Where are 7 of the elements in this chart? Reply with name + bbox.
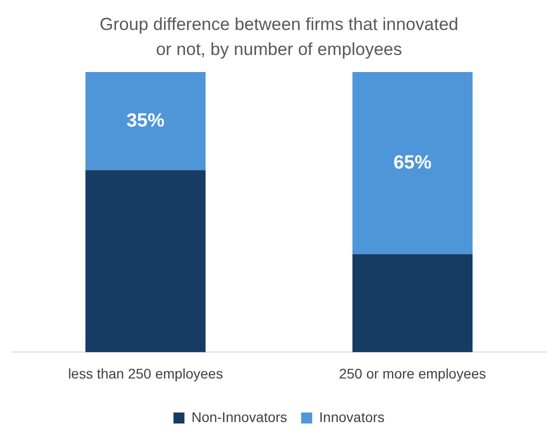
data-label: 35% [126, 110, 165, 132]
data-label: 65% [393, 152, 432, 174]
x-tick-label: 250 or more employees [338, 365, 486, 382]
x-tick-label: less than 250 employees [68, 365, 223, 382]
chart-title: Group difference between firms that innovated or not, by number of employees [98, 13, 460, 61]
legend-label: Innovators [319, 408, 385, 425]
legend-label: Non-Innovators [191, 408, 288, 425]
